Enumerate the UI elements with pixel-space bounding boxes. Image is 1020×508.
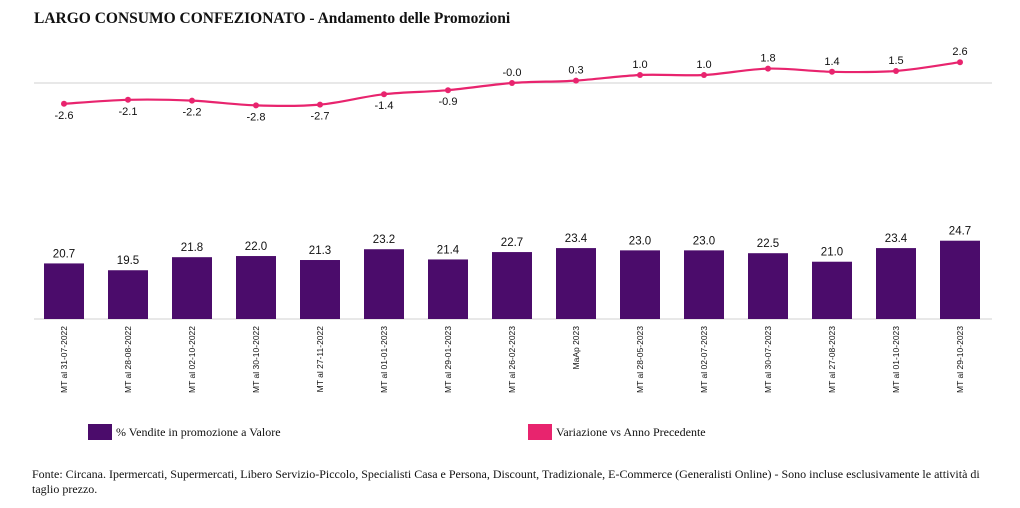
variation-point <box>381 91 387 98</box>
x-tick-label: MT al 28-05-2023 <box>635 326 645 393</box>
bar <box>172 257 212 319</box>
variation-value-label: -0.0 <box>503 67 522 79</box>
x-tick-label: MT al 02-10-2022 <box>187 326 197 393</box>
variation-point <box>893 68 899 74</box>
bar <box>44 263 84 319</box>
variation-point <box>509 80 515 86</box>
legend-label-line: Variazione vs Anno Precedente <box>556 424 706 439</box>
variation-value-label: 1.8 <box>760 53 775 65</box>
variation-value-label: 1.0 <box>696 59 711 71</box>
bar <box>812 261 852 319</box>
variation-point <box>189 97 195 104</box>
bar-value-label: 23.0 <box>629 235 651 247</box>
bar-value-label: 22.5 <box>757 238 779 250</box>
bar-value-label: 23.0 <box>693 235 715 247</box>
variation-value-label: -2.8 <box>247 111 266 123</box>
variation-value-label: 0.3 <box>568 65 583 77</box>
x-tick-label: MT al 28-08-2022 <box>123 326 133 393</box>
variation-value-label: -0.9 <box>439 96 458 108</box>
x-tick-label: MT al 26-02-2023 <box>507 326 517 393</box>
bar-value-label: 22.0 <box>245 241 267 253</box>
legend-swatch-line <box>528 424 552 440</box>
bar <box>364 249 404 319</box>
bar <box>492 252 532 319</box>
bar-value-label: 21.3 <box>309 245 331 257</box>
bar-value-label: 22.7 <box>501 237 523 249</box>
bar <box>108 270 148 319</box>
variation-point <box>445 87 451 94</box>
x-tick-label: MT al 02-07-2023 <box>699 326 709 393</box>
variation-value-label: 1.4 <box>824 56 839 68</box>
source-footnote: Fonte: Circana. Ipermercati, Supermercat… <box>32 467 980 496</box>
chart-area: 20.7 19.5 21.8 22.0 21.3 23.2 21.4 22.7 23.4 23.0… <box>34 46 992 393</box>
bar-value-label: 21.0 <box>821 247 843 259</box>
bar-value-label: 23.2 <box>373 234 395 246</box>
x-tick-label: MT al 29-01-2023 <box>443 326 453 393</box>
variation-value-label: 1.0 <box>632 59 647 71</box>
legend-swatch-bars <box>88 424 112 440</box>
variation-value-label: -2.6 <box>55 110 74 122</box>
variation-value-label: -2.1 <box>119 106 138 118</box>
x-tick-label: MT al 27-08-2023 <box>827 326 837 393</box>
bar-value-label: 24.7 <box>949 226 971 238</box>
variation-point <box>61 100 67 107</box>
bar-value-label: 21.4 <box>437 244 460 256</box>
bar <box>556 248 596 319</box>
variation-point <box>253 102 259 109</box>
variation-value-label: 1.5 <box>888 55 903 67</box>
bar <box>876 248 916 319</box>
variation-value-label: -2.7 <box>311 111 330 123</box>
bar <box>236 256 276 319</box>
bar-value-label: 19.5 <box>117 255 139 267</box>
x-tick-label: MT al 31-07-2022 <box>59 326 69 393</box>
variation-point <box>637 72 643 78</box>
variation-point <box>829 68 835 75</box>
bar <box>300 260 340 319</box>
variation-value-label: -2.2 <box>183 107 202 119</box>
bar <box>684 250 724 319</box>
variation-point <box>125 96 131 103</box>
variation-point <box>701 72 707 78</box>
legend-item-bars: % Vendite in promozione a Valore <box>88 424 281 440</box>
variation-value-label: 2.6 <box>952 46 967 58</box>
variation-point <box>317 101 323 108</box>
bar <box>748 253 788 319</box>
variation-point <box>573 77 579 84</box>
x-tick-label: MT al 01-10-2023 <box>891 326 901 393</box>
x-tick-label: MT al 01-01-2023 <box>379 326 389 393</box>
bar-value-label: 21.8 <box>181 242 203 254</box>
bar-value-label: 23.4 <box>565 233 588 245</box>
bar <box>940 240 980 319</box>
chart-title: LARGO CONSUMO CONFEZIONATO - Andamento d… <box>34 10 511 27</box>
x-tick-label: MT al 30-10-2022 <box>251 326 261 393</box>
legend-item-line: Variazione vs Anno Precedente <box>528 424 706 440</box>
variation-point <box>765 65 771 72</box>
x-tick-label: MT al 30-07-2023 <box>763 326 773 393</box>
legend-label-bars: % Vendite in promozione a Valore <box>116 424 281 439</box>
bar <box>620 250 660 319</box>
variation-point <box>957 59 963 66</box>
x-tick-label: MT al 29-10-2023 <box>955 326 965 393</box>
x-tick-label: MT al 27-11-2022 <box>315 326 325 393</box>
bar-value-label: 23.4 <box>885 233 908 245</box>
x-tick-label: MaAp 2023 <box>571 326 581 370</box>
bar <box>428 259 468 319</box>
bar-value-label: 20.7 <box>53 248 75 260</box>
variation-value-label: -1.4 <box>375 100 394 112</box>
